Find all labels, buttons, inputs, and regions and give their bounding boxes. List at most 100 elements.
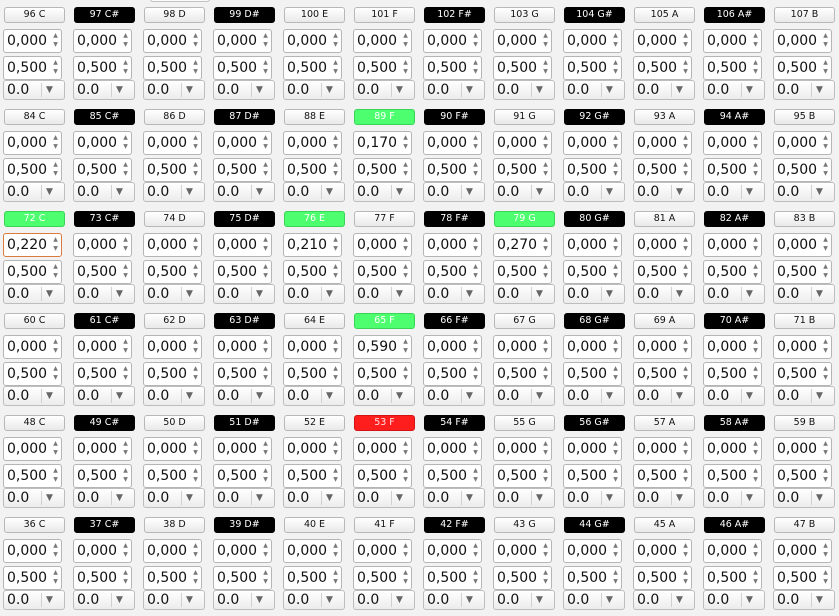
pan-spinbox[interactable]: 0,500 ▲ ▼ bbox=[283, 566, 342, 590]
triangle-down-icon[interactable]: ▼ bbox=[823, 245, 828, 252]
chevron-down-icon[interactable]: ▼ bbox=[746, 187, 753, 197]
triangle-up-icon[interactable]: ▲ bbox=[193, 365, 198, 372]
mode-select[interactable]: 0.0 ▼ bbox=[213, 386, 275, 406]
triangle-down-icon[interactable]: ▼ bbox=[683, 170, 688, 177]
pan-spinbox[interactable]: 0,500 ▲ ▼ bbox=[703, 56, 762, 80]
spin-arrows[interactable]: ▲ ▼ bbox=[541, 262, 550, 282]
triangle-up-icon[interactable]: ▲ bbox=[543, 542, 548, 549]
pan-spinbox[interactable]: 0,500 ▲ ▼ bbox=[563, 158, 622, 182]
chevron-down-icon[interactable]: ▼ bbox=[116, 493, 123, 503]
triangle-down-icon[interactable]: ▼ bbox=[753, 245, 758, 252]
triangle-up-icon[interactable]: ▲ bbox=[333, 569, 338, 576]
velocity-spinbox[interactable]: 0,000 ▲ ▼ bbox=[493, 29, 552, 53]
triangle-down-icon[interactable]: ▼ bbox=[403, 143, 408, 150]
triangle-down-icon[interactable]: ▼ bbox=[683, 245, 688, 252]
pan-spinbox[interactable]: 0,500 ▲ ▼ bbox=[3, 362, 62, 386]
triangle-down-icon[interactable]: ▼ bbox=[193, 449, 198, 456]
triangle-down-icon[interactable]: ▼ bbox=[543, 143, 548, 150]
triangle-up-icon[interactable]: ▲ bbox=[403, 338, 408, 345]
triangle-up-icon[interactable]: ▲ bbox=[613, 59, 618, 66]
triangle-up-icon[interactable]: ▲ bbox=[53, 263, 58, 270]
triangle-up-icon[interactable]: ▲ bbox=[753, 59, 758, 66]
triangle-down-icon[interactable]: ▼ bbox=[333, 476, 338, 483]
triangle-down-icon[interactable]: ▼ bbox=[53, 245, 58, 252]
mode-select[interactable]: 0.0 ▼ bbox=[633, 488, 695, 508]
chevron-down-icon[interactable]: ▼ bbox=[816, 187, 823, 197]
chevron-down-icon[interactable]: ▼ bbox=[116, 85, 123, 95]
triangle-up-icon[interactable]: ▲ bbox=[473, 59, 478, 66]
triangle-down-icon[interactable]: ▼ bbox=[333, 68, 338, 75]
triangle-down-icon[interactable]: ▼ bbox=[683, 272, 688, 279]
triangle-down-icon[interactable]: ▼ bbox=[613, 578, 618, 585]
spin-arrows[interactable]: ▲ ▼ bbox=[681, 466, 690, 486]
note-key-button[interactable]: 98 D bbox=[144, 7, 205, 23]
chevron-down-icon[interactable]: ▼ bbox=[466, 493, 473, 503]
velocity-spinbox[interactable]: 0,000 ▲ ▼ bbox=[493, 437, 552, 461]
spin-arrows[interactable]: ▲ ▼ bbox=[331, 364, 340, 384]
triangle-down-icon[interactable]: ▼ bbox=[473, 41, 478, 48]
pan-spinbox[interactable]: 0,500 ▲ ▼ bbox=[563, 56, 622, 80]
mode-select[interactable]: 0.0 ▼ bbox=[3, 488, 65, 508]
pan-spinbox[interactable]: 0,500 ▲ ▼ bbox=[703, 362, 762, 386]
spin-arrows[interactable]: ▲ ▼ bbox=[681, 262, 690, 282]
note-key-button[interactable]: 99 D# bbox=[214, 7, 275, 23]
mode-select[interactable]: 0.0 ▼ bbox=[3, 386, 65, 406]
pan-spinbox[interactable]: 0,500 ▲ ▼ bbox=[493, 260, 552, 284]
triangle-up-icon[interactable]: ▲ bbox=[473, 32, 478, 39]
mode-select[interactable]: 0.0 ▼ bbox=[143, 284, 205, 304]
mode-select[interactable]: 0.0 ▼ bbox=[563, 80, 625, 100]
pan-spinbox[interactable]: 0,500 ▲ ▼ bbox=[493, 158, 552, 182]
mode-select[interactable]: 0.0 ▼ bbox=[283, 284, 345, 304]
velocity-spinbox[interactable]: 0,000 ▲ ▼ bbox=[703, 131, 762, 155]
triangle-down-icon[interactable]: ▼ bbox=[753, 143, 758, 150]
chevron-down-icon[interactable]: ▼ bbox=[46, 391, 53, 401]
spin-arrows[interactable]: ▲ ▼ bbox=[751, 262, 760, 282]
triangle-down-icon[interactable]: ▼ bbox=[823, 449, 828, 456]
spin-arrows[interactable]: ▲ ▼ bbox=[821, 439, 830, 459]
velocity-spinbox[interactable]: 0,000 ▲ ▼ bbox=[773, 539, 832, 563]
spin-arrows[interactable]: ▲ ▼ bbox=[681, 541, 690, 561]
triangle-up-icon[interactable]: ▲ bbox=[473, 134, 478, 141]
chevron-down-icon[interactable]: ▼ bbox=[676, 493, 683, 503]
spin-arrows[interactable]: ▲ ▼ bbox=[541, 58, 550, 78]
note-key-button[interactable]: 85 C# bbox=[74, 109, 135, 125]
spin-arrows[interactable]: ▲ ▼ bbox=[191, 337, 200, 357]
triangle-up-icon[interactable]: ▲ bbox=[473, 236, 478, 243]
triangle-up-icon[interactable]: ▲ bbox=[123, 542, 128, 549]
chevron-down-icon[interactable]: ▼ bbox=[816, 391, 823, 401]
note-key-button[interactable]: 88 E bbox=[284, 109, 345, 125]
spin-arrows[interactable]: ▲ ▼ bbox=[51, 262, 60, 282]
velocity-spinbox[interactable]: 0,000 ▲ ▼ bbox=[143, 131, 202, 155]
triangle-down-icon[interactable]: ▼ bbox=[683, 68, 688, 75]
velocity-spinbox[interactable]: 0,000 ▲ ▼ bbox=[213, 335, 272, 359]
pan-spinbox[interactable]: 0,500 ▲ ▼ bbox=[633, 158, 692, 182]
triangle-down-icon[interactable]: ▼ bbox=[123, 374, 128, 381]
pan-spinbox[interactable]: 0,500 ▲ ▼ bbox=[423, 566, 482, 590]
velocity-spinbox[interactable]: 0,000 ▲ ▼ bbox=[773, 233, 832, 257]
triangle-up-icon[interactable]: ▲ bbox=[753, 236, 758, 243]
spin-arrows[interactable]: ▲ ▼ bbox=[191, 31, 200, 51]
chevron-down-icon[interactable]: ▼ bbox=[536, 493, 543, 503]
triangle-up-icon[interactable]: ▲ bbox=[753, 338, 758, 345]
spin-arrows[interactable]: ▲ ▼ bbox=[541, 541, 550, 561]
triangle-up-icon[interactable]: ▲ bbox=[543, 467, 548, 474]
pan-spinbox[interactable]: 0,500 ▲ ▼ bbox=[773, 362, 832, 386]
triangle-down-icon[interactable]: ▼ bbox=[473, 245, 478, 252]
spin-arrows[interactable]: ▲ ▼ bbox=[751, 364, 760, 384]
velocity-spinbox[interactable]: 0,000 ▲ ▼ bbox=[563, 437, 622, 461]
triangle-down-icon[interactable]: ▼ bbox=[193, 476, 198, 483]
chevron-down-icon[interactable]: ▼ bbox=[746, 493, 753, 503]
spin-arrows[interactable]: ▲ ▼ bbox=[51, 541, 60, 561]
mode-select[interactable]: 0.0 ▼ bbox=[73, 488, 135, 508]
pan-spinbox[interactable]: 0,500 ▲ ▼ bbox=[353, 362, 412, 386]
triangle-down-icon[interactable]: ▼ bbox=[333, 143, 338, 150]
triangle-up-icon[interactable]: ▲ bbox=[263, 134, 268, 141]
spin-arrows[interactable]: ▲ ▼ bbox=[121, 262, 130, 282]
pan-spinbox[interactable]: 0,500 ▲ ▼ bbox=[143, 56, 202, 80]
triangle-down-icon[interactable]: ▼ bbox=[123, 578, 128, 585]
spin-arrows[interactable]: ▲ ▼ bbox=[121, 235, 130, 255]
triangle-up-icon[interactable]: ▲ bbox=[123, 440, 128, 447]
spin-arrows[interactable]: ▲ ▼ bbox=[681, 235, 690, 255]
triangle-up-icon[interactable]: ▲ bbox=[543, 59, 548, 66]
velocity-spinbox[interactable]: 0,000 ▲ ▼ bbox=[563, 131, 622, 155]
